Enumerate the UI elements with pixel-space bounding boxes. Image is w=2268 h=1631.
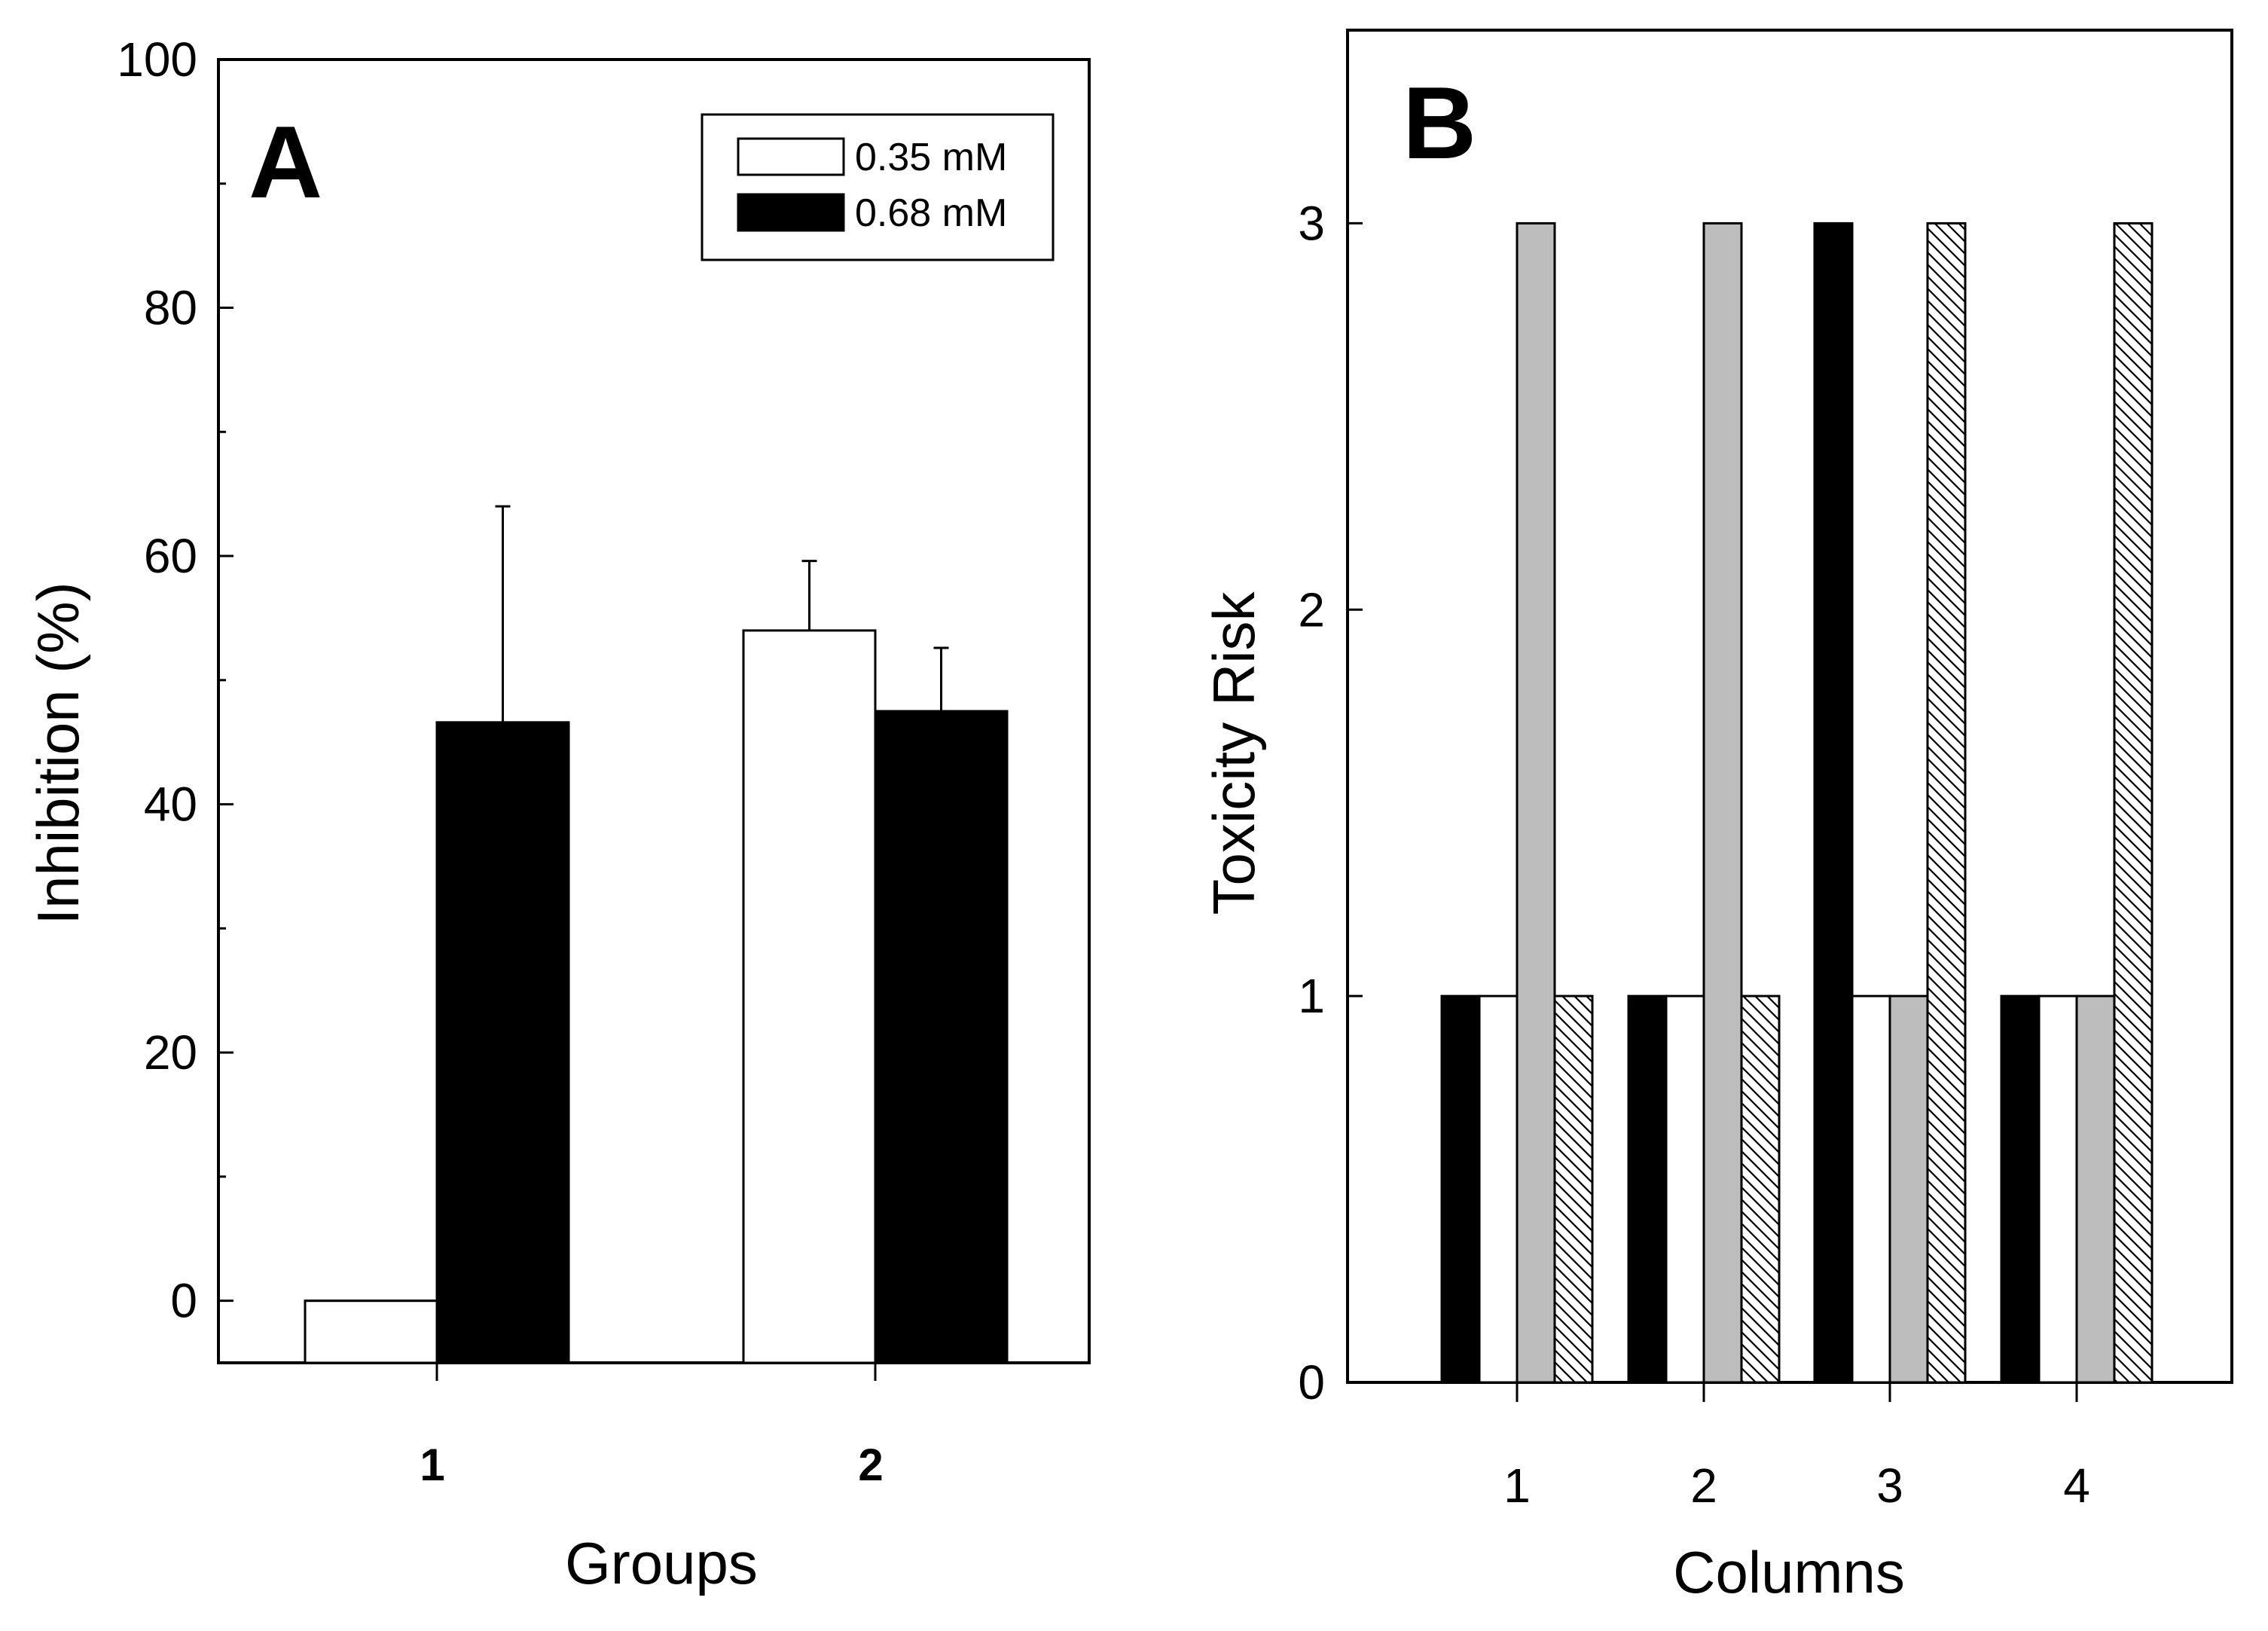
panel-a-letter: A xyxy=(249,105,322,219)
y-tick-label: 40 xyxy=(144,777,197,832)
y-tick-label: 60 xyxy=(144,529,197,583)
bar-group-2-series-2 xyxy=(874,710,1009,1364)
y-tick-label: 0 xyxy=(170,1274,197,1328)
bar-column-1-series-3 xyxy=(1516,221,1556,1384)
panel-a-bars xyxy=(304,505,1009,1364)
panel-b-bars xyxy=(1440,221,2154,1384)
panel-b: 0 1 2 3 1 2 3 4 B Columns Toxicity Risk xyxy=(1201,29,2233,1605)
x-tick-label: 3 xyxy=(1876,1458,1903,1513)
panel-b-plot-frame xyxy=(1346,29,2233,1384)
panel-a-plot-frame xyxy=(217,58,1091,1364)
bar-group-1-series-1 xyxy=(304,1300,438,1364)
bar-column-4-series-2 xyxy=(2038,994,2078,1384)
y-tick-label: 2 xyxy=(1298,582,1325,637)
legend-label-0-35mm: 0.35 mM xyxy=(855,136,1007,179)
bar-column-3-series-1 xyxy=(1813,221,1854,1384)
bar-column-2-series-2 xyxy=(1665,994,1705,1384)
panel-a-legend: 0.35 mM 0.68 mM xyxy=(701,113,1055,261)
legend-swatch-0-68mm xyxy=(737,193,845,232)
x-tick-label: 4 xyxy=(2063,1458,2090,1513)
bar-column-2-series-4 xyxy=(1740,994,1781,1384)
panel-b-y-axis-title: Toxicity Risk xyxy=(1201,591,1267,915)
bar-column-1-series-4 xyxy=(1553,994,1594,1384)
bar-group-2-series-1 xyxy=(742,629,877,1364)
legend-label-0-68mm: 0.68 mM xyxy=(855,191,1007,235)
y-tick-label: 80 xyxy=(144,281,197,335)
bar-column-4-series-4 xyxy=(2113,221,2154,1384)
panel-a-ticks: 0 20 40 60 80 100 1 2 xyxy=(117,32,883,1490)
x-tick-label: 2 xyxy=(858,1440,883,1490)
bar-column-4-series-1 xyxy=(2000,994,2041,1384)
x-tick-label: 1 xyxy=(420,1440,444,1490)
bar-column-1-series-1 xyxy=(1440,994,1481,1384)
panel-a-y-axis-title: Inhibition (%) xyxy=(25,582,91,924)
bar-column-2-series-1 xyxy=(1627,994,1668,1384)
x-tick-label: 1 xyxy=(1503,1458,1531,1513)
y-tick-label: 1 xyxy=(1298,969,1325,1023)
y-tick-label: 20 xyxy=(144,1025,197,1080)
bar-column-3-series-3 xyxy=(1888,994,1929,1384)
bar-column-4-series-3 xyxy=(2075,994,2116,1384)
legend-swatch-0-35mm xyxy=(737,137,845,176)
bar-column-3-series-2 xyxy=(1851,994,1891,1384)
bar-column-3-series-4 xyxy=(1926,221,1967,1384)
x-tick-label: 2 xyxy=(1690,1458,1717,1513)
bar-column-2-series-3 xyxy=(1702,221,1743,1384)
panel-a-x-axis-title: Groups xyxy=(565,1530,758,1596)
y-tick-label: 100 xyxy=(117,32,197,87)
bar-column-1-series-2 xyxy=(1478,994,1519,1384)
y-tick-label: 0 xyxy=(1298,1355,1325,1410)
panel-b-letter: B xyxy=(1403,66,1476,180)
bar-group-1-series-2 xyxy=(435,721,570,1364)
panel-b-ticks: 0 1 2 3 1 2 3 4 xyxy=(1298,196,2089,1513)
y-tick-label: 3 xyxy=(1298,196,1325,250)
panel-b-x-axis-title: Columns xyxy=(1673,1539,1905,1605)
